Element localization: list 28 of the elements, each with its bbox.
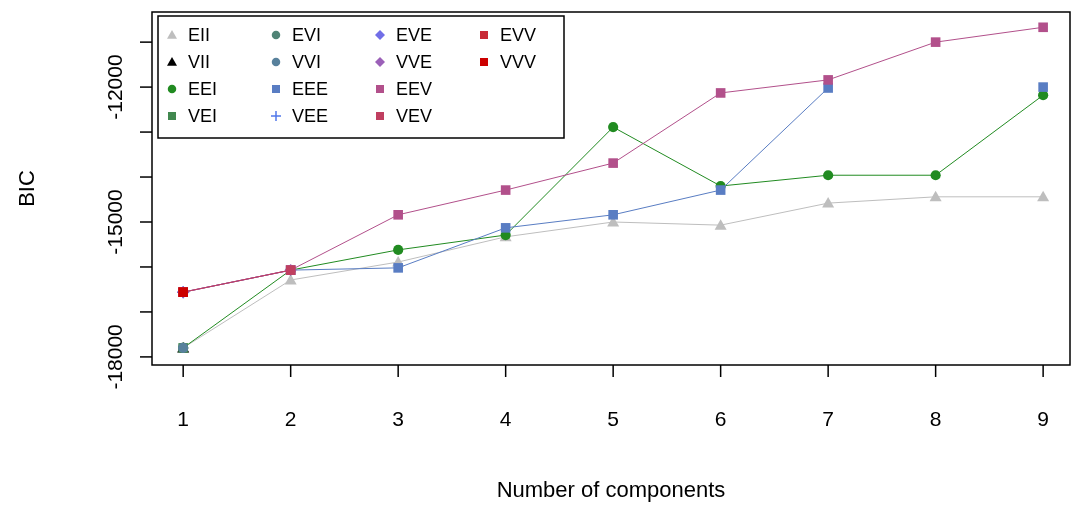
y-axis-title: BIC (14, 170, 39, 207)
legend-label: VII (188, 52, 211, 72)
legend-label: VVI (292, 52, 322, 72)
y-tick-label: -15000 (103, 189, 126, 255)
x-tick-label: 8 (929, 407, 942, 430)
x-tick-label: 5 (607, 407, 619, 430)
x-tick-label: 4 (499, 407, 512, 430)
legend-label: VVE (396, 52, 433, 72)
legend-label: EVI (292, 25, 322, 45)
x-axis-title: Number of components (496, 477, 726, 502)
legend-label: VEV (396, 106, 433, 126)
x-tick-label: 9 (1037, 407, 1049, 430)
legend-label: VVV (500, 52, 537, 72)
x-tick-label: 7 (822, 407, 834, 430)
x-tick-label: 1 (177, 407, 190, 430)
legend-label: EVE (396, 25, 433, 45)
y-tick-label: -12000 (103, 54, 126, 120)
legend-label: EII (188, 25, 211, 45)
x-tick-label: 3 (392, 407, 405, 430)
legend-label: EEI (188, 79, 218, 99)
x-tick-label: 6 (714, 407, 727, 430)
legend-label: EEE (292, 79, 329, 99)
x-tick-label: 2 (284, 407, 297, 430)
legend-label: VEE (292, 106, 329, 126)
y-tick-label: -18000 (103, 324, 126, 390)
legend-label: VEI (188, 106, 218, 126)
legend-label: EEV (396, 79, 433, 99)
legend-label: EVV (500, 25, 537, 45)
